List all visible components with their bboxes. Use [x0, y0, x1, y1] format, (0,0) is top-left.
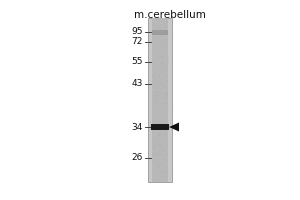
Text: 95: 95 — [131, 27, 143, 36]
Text: m.cerebellum: m.cerebellum — [134, 10, 206, 20]
Text: 72: 72 — [132, 38, 143, 46]
Bar — [152, 18, 168, 182]
Text: 26: 26 — [132, 154, 143, 162]
Bar — [151, 124, 169, 130]
Text: 43: 43 — [132, 79, 143, 88]
Text: 55: 55 — [131, 58, 143, 66]
Bar — [148, 18, 172, 182]
Polygon shape — [169, 122, 179, 132]
Bar — [152, 30, 168, 35]
Text: 34: 34 — [132, 122, 143, 132]
